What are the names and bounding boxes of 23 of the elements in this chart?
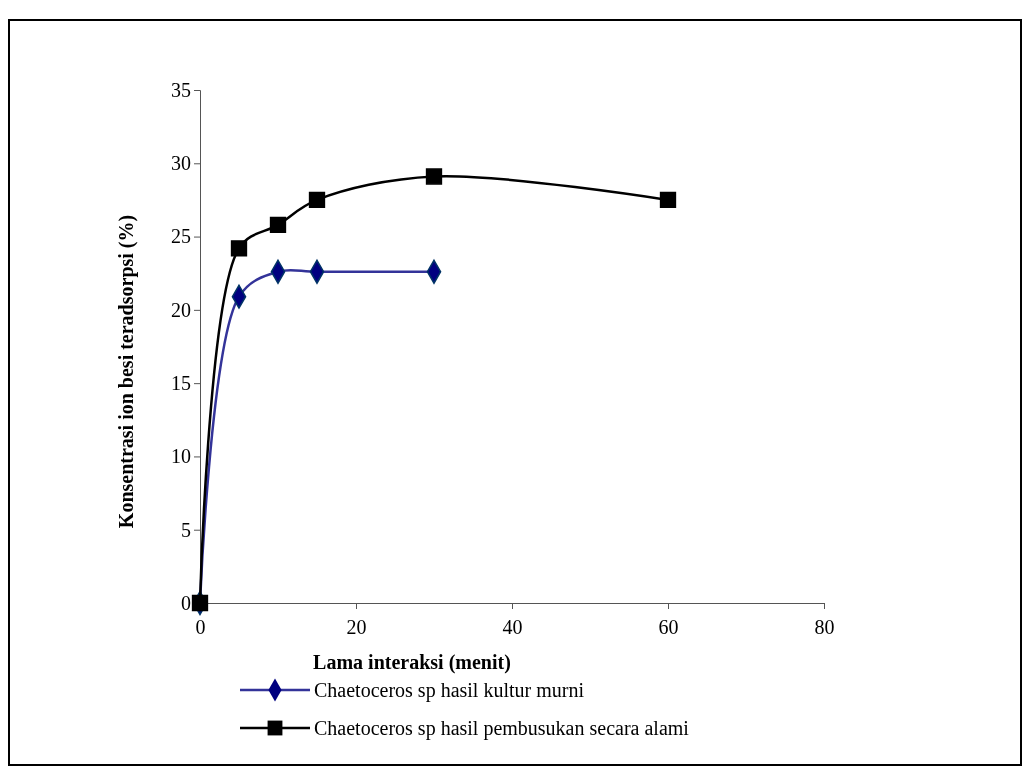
x-axis-title: Lama interaksi (menit) (313, 651, 511, 674)
point (308, 191, 326, 209)
x-tick-label: 40 (502, 616, 523, 638)
point (230, 240, 248, 257)
point (659, 191, 677, 209)
y-tick-label: 20 (171, 298, 191, 321)
y-tick-label: 10 (171, 445, 191, 468)
y-tick-label: 25 (171, 225, 191, 248)
y-tick-label: 30 (171, 152, 191, 175)
x-tick-label: 80 (814, 616, 835, 638)
point (269, 216, 287, 234)
point (425, 168, 443, 185)
legend-label: Chaetoceros sp hasil pembusukan secara alami (314, 717, 690, 740)
y-tick-label: 35 (171, 78, 191, 101)
legend-label: Chaetoceros sp hasil kultur murni (314, 679, 585, 702)
y-tick-label: 0 (181, 591, 191, 614)
x-tick-label: 0 (195, 616, 206, 638)
point (191, 594, 209, 612)
y-tick-label: 5 (181, 518, 191, 541)
y-axis-title: Konsentrasi ion besi teradsorpsi (%) (115, 214, 138, 529)
x-tick-label: 60 (658, 616, 679, 638)
x-tick-label: 20 (346, 616, 367, 638)
y-tick-label: 15 (171, 372, 191, 395)
